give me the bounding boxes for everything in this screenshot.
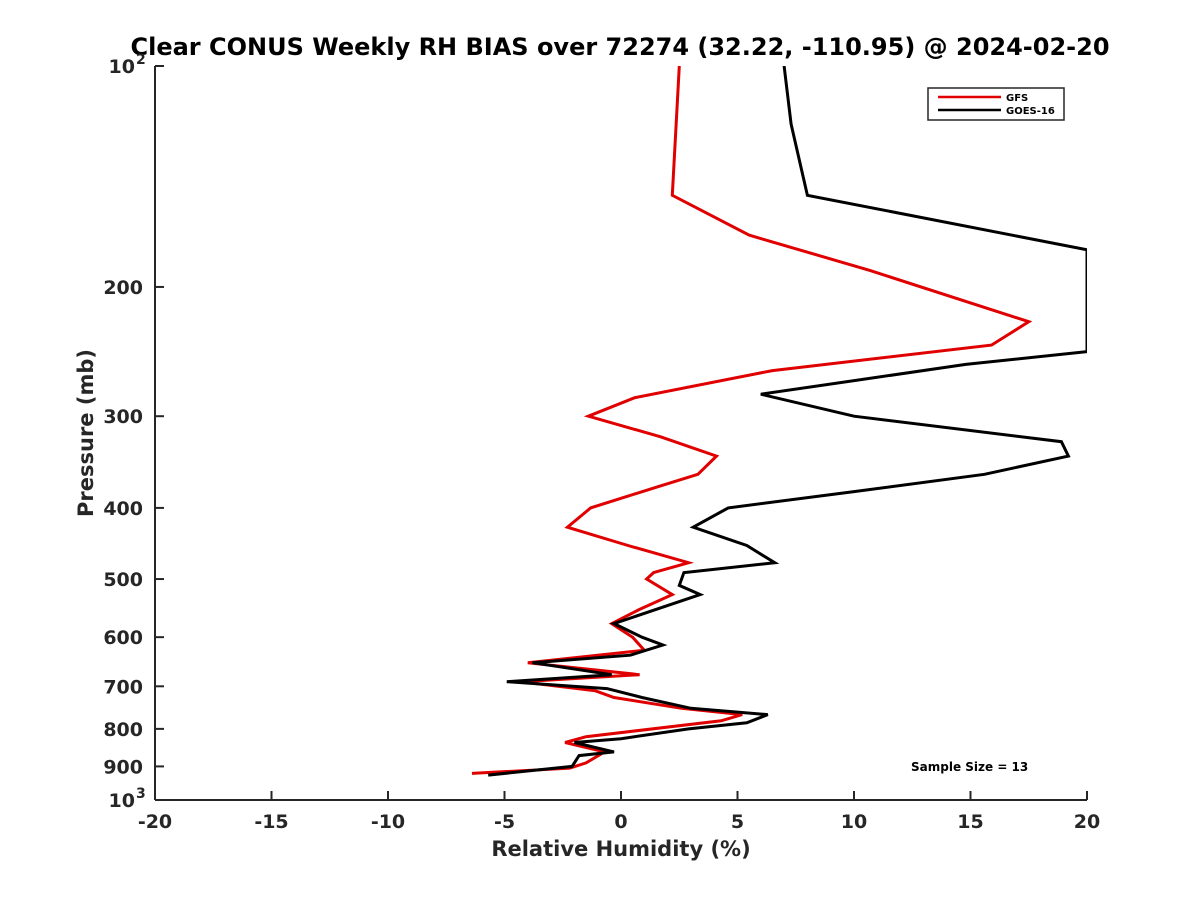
x-tick-label: 0: [614, 811, 627, 833]
y-tick-label: 10: [109, 56, 135, 78]
y-tick-label: 700: [103, 676, 143, 698]
x-tick-label: -10: [371, 811, 405, 833]
y-tick-label: 10: [109, 790, 135, 812]
sample-size-annotation: Sample Size = 13: [911, 760, 1028, 774]
y-tick-label: 500: [103, 569, 143, 591]
x-tick-label: 20: [1074, 811, 1100, 833]
series-line-goes16: [488, 66, 1087, 777]
series-layer: [471, 66, 1087, 777]
x-tick-label: 15: [957, 811, 983, 833]
y-tick-label-exponent: 3: [136, 786, 146, 802]
y-tick-label: 300: [103, 406, 143, 428]
y-tick-label: 400: [103, 498, 143, 520]
legend-label-gfs: GFS: [1006, 93, 1028, 104]
x-axis-label: Relative Humidity (%): [491, 837, 750, 861]
x-tick-label: 10: [841, 811, 867, 833]
y-tick-label-exponent: 2: [136, 52, 146, 68]
y-tick-label: 200: [103, 277, 143, 299]
legend-box: [927, 87, 1065, 121]
legend-label-goes16: GOES-16: [1006, 106, 1055, 117]
series-line-gfs: [471, 66, 1033, 775]
chart-title: Clear CONUS Weekly RH BIAS over 72274 (3…: [130, 33, 1109, 61]
x-tick-label: -15: [254, 811, 288, 833]
x-tick-label: -20: [138, 811, 172, 833]
x-ticks: -20 -15 -10 -5 0 5 10 15 20: [138, 791, 1100, 833]
x-tick-label: 5: [731, 811, 744, 833]
y-tick-label: 600: [103, 627, 143, 649]
y-tick-label: 900: [103, 756, 143, 778]
legend: GFS GOES-16: [927, 87, 1065, 121]
x-tick-label: -5: [494, 811, 515, 833]
y-axis-label: Pressure (mb): [74, 349, 98, 517]
y-tick-label: 800: [103, 719, 143, 741]
